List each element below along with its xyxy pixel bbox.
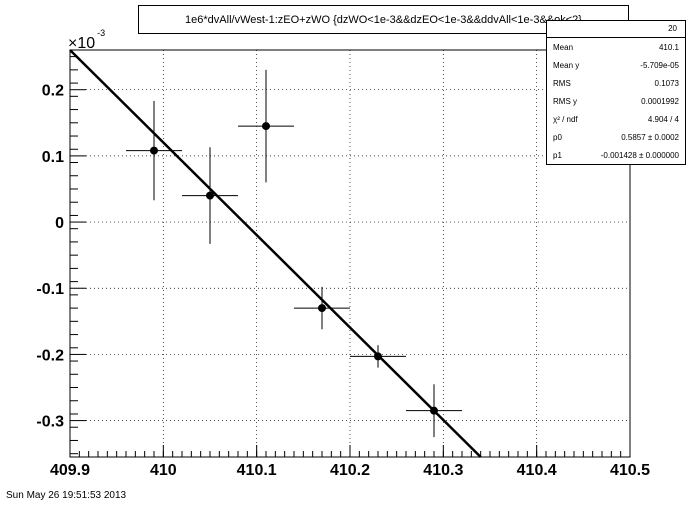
data-point	[294, 286, 350, 330]
data-point	[182, 147, 238, 244]
y-tick-label: -0.1	[36, 281, 64, 298]
stats-row-rms-y: RMS y 0.0001992	[553, 97, 679, 106]
data-point	[406, 384, 462, 438]
axis-ticks: 409.9 410 410.1 410.2 410.3 410.4 410.5 0.2 0.1 0…	[36, 56, 650, 479]
grid	[70, 50, 630, 457]
data-point	[350, 345, 406, 368]
x-tick-label: 410.4	[517, 462, 557, 479]
y-tick-label: 0	[55, 215, 64, 232]
fit-line	[69, 49, 482, 458]
data-point	[126, 100, 182, 201]
data-point	[238, 69, 294, 183]
stats-row-mean-y: Mean y -5.709e-05	[553, 61, 679, 70]
point-marker	[262, 122, 270, 131]
y-tick-label: -0.2	[36, 347, 64, 364]
x-tick-label: 410	[150, 462, 177, 479]
point-marker	[206, 191, 214, 200]
x-tick-label: 409.9	[50, 462, 90, 479]
y-multiplier: ×10-3	[68, 28, 105, 52]
stats-row-rms: RMS 0.1073	[553, 79, 679, 88]
stats-entries: 20	[668, 24, 677, 33]
fit-line-segment	[69, 49, 482, 458]
data-points	[126, 69, 462, 438]
point-marker	[374, 352, 382, 361]
stats-row-p0: p0 0.5857 ± 0.0002	[553, 133, 679, 142]
point-marker	[430, 406, 438, 415]
y-tick-label: -0.3	[36, 414, 64, 431]
x-tick-label: 410.1	[237, 462, 277, 479]
plot-title-text: 1e6*dvAll/vWest-1:zEO+zWO {dzWO<1e-3&&dz…	[185, 13, 582, 26]
y-tick-label: 0.1	[42, 149, 64, 166]
x-tick-label: 410.3	[423, 462, 463, 479]
x-tick-label: 410.2	[330, 462, 370, 479]
stats-row-p1: p1 -0.001428 ± 0.000000	[553, 151, 679, 160]
point-marker	[318, 304, 326, 313]
stats-header: 20	[547, 21, 685, 38]
stats-box: 20 Mean 410.1 Mean y -5.709e-05 RMS 0.1073 …	[546, 20, 686, 165]
point-marker	[150, 146, 158, 155]
stats-row-chi2: χ² / ndf 4.904 / 4	[553, 115, 679, 124]
timestamp: Sun May 26 19:51:53 2013	[6, 490, 127, 501]
y-tick-label: 0.2	[42, 83, 64, 100]
stats-row-mean: Mean 410.1	[553, 43, 679, 52]
x-tick-label: 410.5	[610, 462, 650, 479]
